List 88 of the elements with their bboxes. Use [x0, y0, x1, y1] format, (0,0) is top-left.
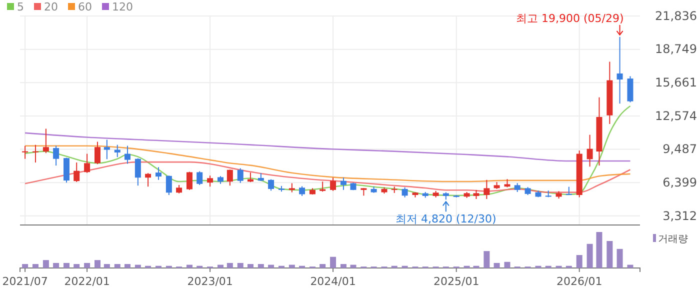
bar — [74, 264, 80, 268]
x-tick-label: 2021/07 — [2, 274, 48, 288]
bar — [53, 262, 60, 268]
candlestick — [155, 166, 162, 180]
candlestick — [196, 170, 203, 186]
line-series — [24, 145, 631, 182]
y-tick-label: 18,749 — [655, 42, 697, 56]
bar — [606, 241, 613, 268]
x-tick-label: 2024/01 — [310, 274, 356, 288]
bar — [320, 264, 326, 268]
legend-label: 120 — [112, 0, 133, 14]
candlestick — [330, 177, 336, 192]
legend-label: 5 — [17, 0, 24, 14]
candlestick — [473, 189, 480, 200]
candlestick — [114, 144, 120, 158]
candlestick — [268, 178, 274, 192]
bar — [104, 264, 110, 268]
candlestick — [247, 172, 254, 183]
bar — [627, 264, 634, 268]
candlestick — [84, 153, 90, 174]
candlestick — [402, 186, 408, 198]
candlestick — [207, 175, 214, 188]
bar — [134, 264, 141, 268]
candlestick — [288, 182, 295, 193]
bar — [268, 264, 274, 268]
candlestick — [74, 162, 80, 182]
candlestick — [627, 76, 634, 103]
bar — [94, 260, 100, 268]
bar — [484, 251, 490, 268]
bar — [247, 264, 254, 268]
bar — [340, 264, 346, 268]
candlestick — [94, 141, 100, 165]
candlestick — [124, 145, 130, 164]
bar — [64, 262, 70, 268]
line-series — [24, 132, 631, 162]
candlestick — [340, 177, 346, 190]
candlestick — [299, 186, 306, 196]
bar — [84, 262, 90, 268]
candlestick — [616, 36, 623, 104]
legend-label: 60 — [78, 0, 92, 14]
bar — [576, 255, 582, 268]
bar — [124, 264, 130, 268]
candlestick — [32, 144, 38, 164]
bar — [504, 262, 510, 268]
bar — [22, 264, 28, 268]
bar — [186, 264, 192, 268]
candlestick — [186, 171, 192, 190]
bar — [226, 262, 233, 268]
candlestick — [64, 157, 70, 184]
candlestick — [42, 128, 49, 154]
candlestick — [166, 175, 172, 196]
annotation: 최저 4,820 (12/30) — [396, 212, 496, 226]
bar — [258, 264, 264, 268]
bar — [350, 264, 356, 268]
bar — [596, 232, 602, 268]
bar — [237, 262, 244, 268]
bar — [42, 260, 49, 268]
y-tick-label: 9,487 — [662, 142, 697, 156]
x-tick-label: 2022/01 — [64, 274, 110, 288]
candlestick — [145, 172, 152, 188]
annotation: 최고 19,900 (05/29) — [516, 12, 624, 25]
bar — [114, 264, 120, 268]
y-tick-label: 6,399 — [662, 175, 697, 190]
candlestick — [226, 169, 233, 186]
candlestick — [53, 145, 60, 166]
bar — [616, 248, 623, 268]
candlestick — [237, 168, 244, 184]
candlestick — [484, 179, 490, 200]
candlestick — [22, 145, 28, 160]
y-tick-label: 12,574 — [655, 108, 697, 123]
bar — [217, 264, 224, 268]
bar — [586, 244, 593, 268]
bar — [494, 262, 500, 268]
bar — [288, 264, 295, 268]
y-tick-label: 21,836 — [655, 8, 697, 23]
candlestick — [586, 134, 593, 168]
candlestick — [134, 158, 141, 186]
x-tick-label: 2026/01 — [556, 274, 602, 288]
y-tick-label: 15,661 — [655, 75, 697, 90]
y-tick-label: 3,312 — [662, 208, 697, 223]
bar — [32, 264, 38, 268]
bar — [330, 256, 336, 268]
candlestick — [104, 139, 110, 160]
x-tick-label: 2023/01 — [187, 274, 233, 288]
x-tick-label: 2025/01 — [434, 274, 480, 288]
legend-label: 20 — [44, 0, 58, 14]
candlestick — [320, 181, 326, 192]
legend-label: 거래량 — [658, 234, 688, 245]
